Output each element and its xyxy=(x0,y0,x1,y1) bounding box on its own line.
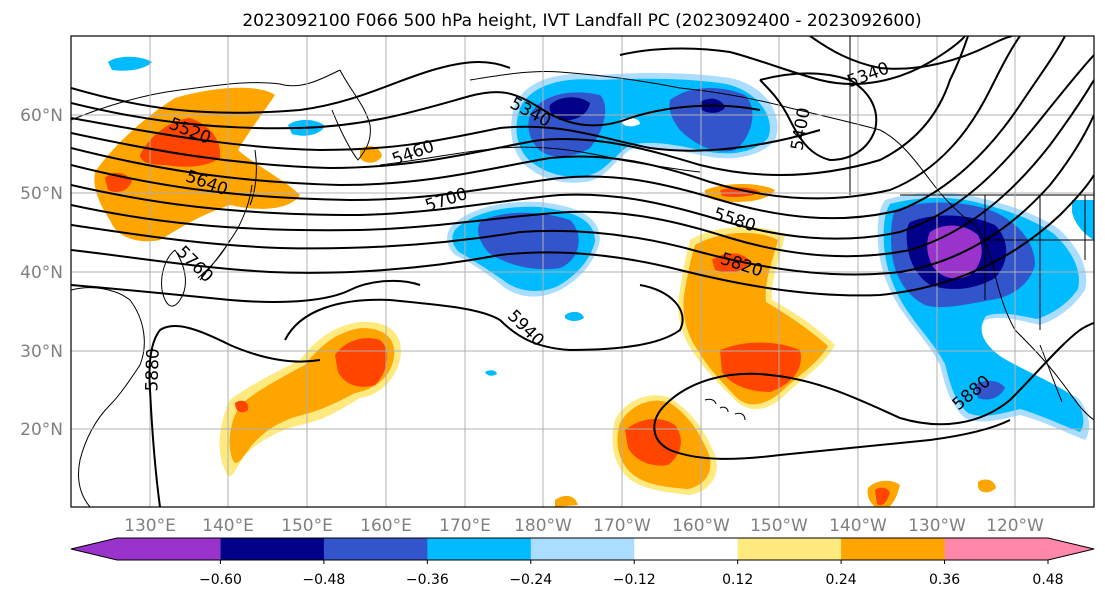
colorbar-tick-label: −0.36 xyxy=(406,572,449,588)
lon-label: 130°W xyxy=(908,516,966,536)
baja-coastline xyxy=(1039,344,1063,403)
lon-label: 180°W xyxy=(514,516,572,536)
height-contour xyxy=(71,36,969,176)
ivt-positive-region xyxy=(235,400,249,413)
colorbar-tick-label: 0.24 xyxy=(826,572,857,588)
ivt-negative-region xyxy=(565,311,584,321)
colorbar-bin xyxy=(737,538,842,560)
colorbar-bin xyxy=(323,538,428,560)
gridlines xyxy=(71,36,1094,507)
lat-label: 50°N xyxy=(20,184,63,204)
ivt-positive-region xyxy=(625,418,681,466)
latitude-labels: 60°N 50°N 40°N 30°N 20°N xyxy=(20,106,63,440)
lon-label: 150°E xyxy=(281,516,333,536)
lat-label: 40°N xyxy=(20,263,63,283)
colorbar-bin xyxy=(530,538,635,560)
height-contour xyxy=(148,325,321,507)
map-frame xyxy=(70,35,1095,508)
height-contour xyxy=(71,54,1094,240)
ivt-positive-region xyxy=(335,338,388,387)
korea-coastline xyxy=(161,249,186,307)
colorbar-tick-label: −0.48 xyxy=(302,572,345,588)
height-contour xyxy=(809,36,1013,70)
height-contour xyxy=(284,284,684,352)
colorbar-bin xyxy=(634,538,739,560)
height-contours xyxy=(71,36,1094,507)
colorbar-tick-label: −0.60 xyxy=(199,572,242,588)
ivt-positive-region xyxy=(360,146,382,163)
colorbar-bin xyxy=(944,538,1094,560)
ivt-positive-region xyxy=(978,479,996,493)
height-contour xyxy=(664,322,1094,426)
lon-label: 150°W xyxy=(750,516,808,536)
lon-label: 120°W xyxy=(986,516,1044,536)
lon-label: 160°E xyxy=(360,516,412,536)
colorbar-outline xyxy=(70,537,1095,561)
map-panel: 5520 5640 5760 5880 5340 5460 5700 5940 … xyxy=(70,35,1095,508)
lon-label: 130°E xyxy=(124,516,176,536)
colorbar-tick-label: 0.48 xyxy=(1032,572,1063,588)
colorbar-tick-label: 0.36 xyxy=(929,572,960,588)
ivt-positive-region xyxy=(720,187,760,197)
colorbar-bins xyxy=(71,538,1094,560)
lat-label: 30°N xyxy=(20,342,63,362)
height-contour xyxy=(71,174,1094,297)
lon-label: 140°E xyxy=(202,516,254,536)
lon-label: 170°W xyxy=(593,516,651,536)
height-contour xyxy=(759,72,878,162)
height-contour xyxy=(619,36,966,85)
figure-title: 2023092100 F066 500 hPa height, IVT Land… xyxy=(242,11,921,31)
colorbar-bin xyxy=(71,538,221,560)
contour-label: 5880 xyxy=(142,348,163,392)
colorbar-bin xyxy=(220,538,325,560)
ivt-positive-region xyxy=(555,495,578,507)
longitude-labels: 130°E 140°E 150°E 160°E 170°E 180°W 170°… xyxy=(124,516,1044,536)
ivt-positive-region xyxy=(720,342,801,392)
height-contour xyxy=(71,79,1094,258)
colorbar-tick-label: 0.12 xyxy=(722,572,753,588)
lon-label: 160°W xyxy=(672,516,730,536)
state-borders xyxy=(984,195,1094,330)
russia-coastline xyxy=(71,69,341,121)
ivt-shading xyxy=(94,56,1094,507)
ivt-negative-region xyxy=(669,88,753,152)
lat-label: 60°N xyxy=(20,106,63,126)
height-contour xyxy=(71,36,1021,200)
ivt-negative-region xyxy=(975,380,1005,400)
colorbar-bin xyxy=(841,538,946,560)
lon-label: 170°E xyxy=(439,516,491,536)
ivt-negative-region xyxy=(1072,200,1094,240)
colorbar-tick-label: −0.24 xyxy=(509,572,552,588)
ivt-positive-region xyxy=(140,118,221,167)
height-contour xyxy=(71,91,761,130)
height-contour xyxy=(71,114,1094,276)
ivt-negative-region xyxy=(108,56,152,71)
kamchatka-coastline xyxy=(331,69,371,161)
colorbar-tick-label: −0.12 xyxy=(613,572,656,588)
lat-label: 20°N xyxy=(20,420,63,440)
hawaii-islands xyxy=(704,398,746,421)
height-contour xyxy=(71,279,421,303)
colorbar-bin xyxy=(427,538,532,560)
height-contour xyxy=(71,61,511,114)
height-contour xyxy=(653,404,1011,460)
colorbar-ticks: −0.60 −0.48 −0.36 −0.24 −0.12 0.12 0.24 0.36 0.4… xyxy=(199,560,1064,588)
lon-label: 140°W xyxy=(829,516,887,536)
height-contour xyxy=(71,117,821,152)
asia-coastline xyxy=(71,287,145,507)
colorbar: −0.60 −0.48 −0.36 −0.24 −0.12 0.12 0.24 0.36 0.4… xyxy=(70,537,1095,588)
ivt-positive-region xyxy=(875,487,890,506)
alaska-coastline xyxy=(469,71,976,226)
height-contour xyxy=(71,36,1066,220)
ivt-negative-region xyxy=(485,370,497,376)
